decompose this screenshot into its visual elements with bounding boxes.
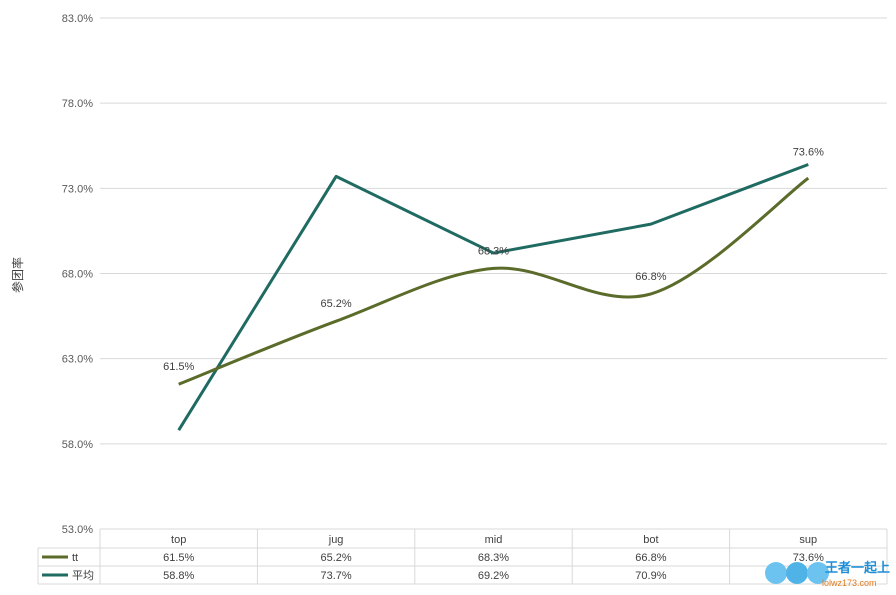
y-tick-label: 68.0% bbox=[62, 269, 93, 281]
series-line-tt bbox=[178, 176, 810, 386]
y-tick-label: 73.0% bbox=[62, 183, 93, 195]
data-labels: 61.5% 65.2% 68.3% 66.8% 73.6% bbox=[163, 146, 824, 373]
table-cell: 68.3% bbox=[478, 552, 509, 564]
watermark-logo-icon bbox=[786, 562, 808, 584]
table-cell: 58.8% bbox=[163, 570, 194, 582]
series-lines bbox=[177, 163, 810, 431]
data-label: 65.2% bbox=[320, 298, 351, 310]
data-table: top jug mid bot sup tt 61.5% 65.2% 68.3% 66.8% 73.… bbox=[37, 528, 888, 585]
data-label: 61.5% bbox=[163, 361, 194, 373]
series-line-avg bbox=[177, 163, 809, 431]
table-cell: 73.7% bbox=[320, 570, 351, 582]
table-cell: 61.5% bbox=[163, 552, 194, 564]
watermark-logo-icon bbox=[807, 562, 829, 584]
y-axis-ticks: 53.0% 58.0% 63.0% 68.0% 73.0% 78.0% 83.0% bbox=[62, 13, 93, 536]
gridlines bbox=[100, 17, 887, 530]
watermark-url: lolwz173.com bbox=[822, 578, 877, 588]
watermark-logo-icon bbox=[765, 562, 787, 584]
table-cell: 73.6% bbox=[793, 552, 824, 564]
x-category-label: bot bbox=[643, 534, 658, 546]
table-cell: 70.9% bbox=[635, 570, 666, 582]
x-category-label: jug bbox=[328, 534, 344, 546]
watermark-text: 王者一起上 bbox=[825, 560, 890, 575]
y-tick-label: 78.0% bbox=[62, 98, 93, 110]
y-tick-label: 53.0% bbox=[62, 524, 93, 536]
data-label: 66.8% bbox=[635, 271, 666, 283]
x-category-label: mid bbox=[485, 534, 503, 546]
table-cell: 65.2% bbox=[320, 552, 351, 564]
watermark: 王者一起上 lolwz173.com bbox=[765, 560, 890, 588]
legend-series-name: tt bbox=[72, 552, 78, 564]
y-tick-label: 63.0% bbox=[62, 354, 93, 366]
x-category-label: top bbox=[171, 534, 186, 546]
y-axis-label: 参团率 bbox=[10, 257, 25, 293]
legend-series-name: 平均 bbox=[72, 569, 94, 582]
table-cell: 66.8% bbox=[635, 552, 666, 564]
x-category-label: sup bbox=[799, 534, 817, 546]
data-label: 68.3% bbox=[478, 245, 509, 257]
y-tick-label: 83.0% bbox=[62, 13, 93, 25]
data-label: 73.6% bbox=[793, 146, 824, 158]
y-tick-label: 58.0% bbox=[62, 439, 93, 451]
table-cell: 69.2% bbox=[478, 570, 509, 582]
